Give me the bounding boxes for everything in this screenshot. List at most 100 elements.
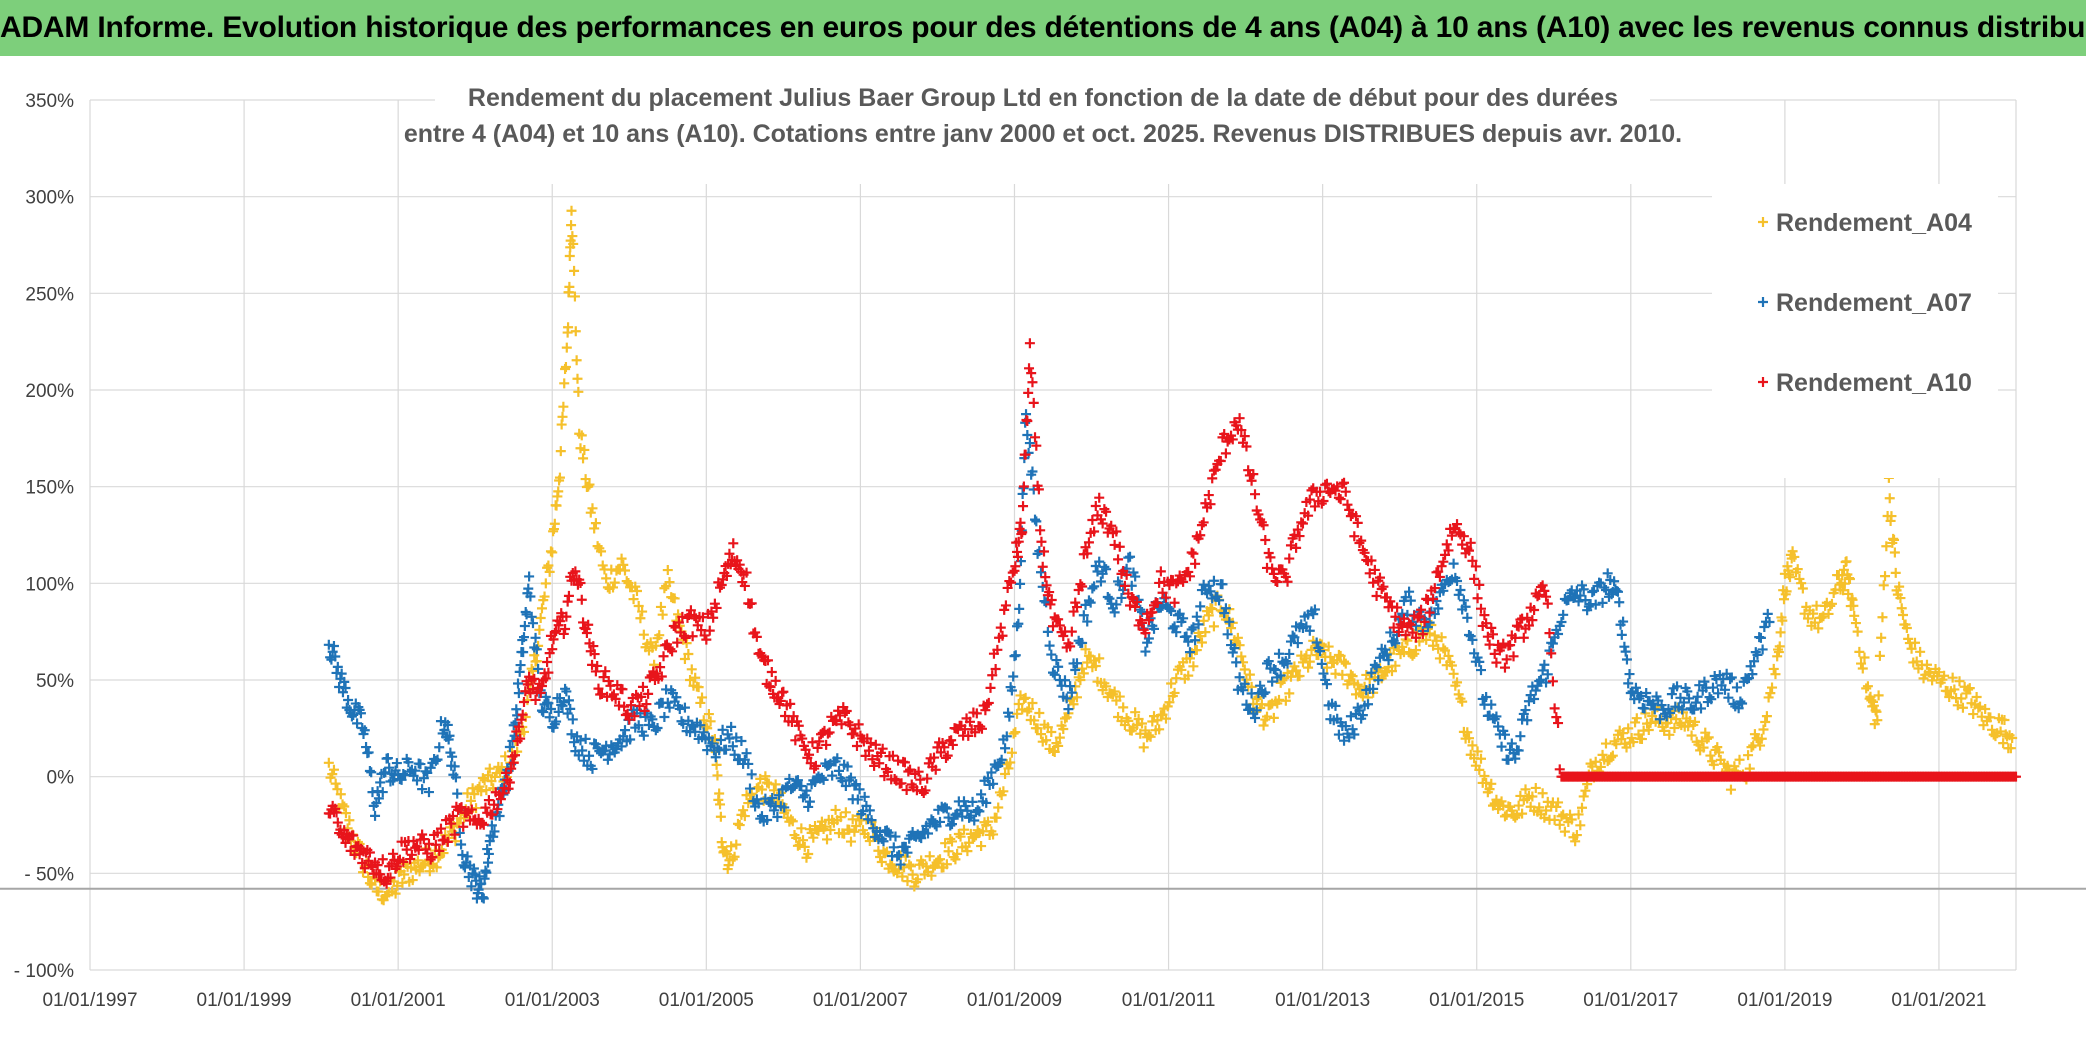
data-point <box>905 861 916 872</box>
data-point <box>1000 768 1011 779</box>
x-tick-label: 01/01/2019 <box>1737 990 1832 1011</box>
data-point <box>1493 721 1504 732</box>
data-point <box>671 692 682 703</box>
data-point <box>707 738 718 749</box>
data-point <box>1770 669 1781 680</box>
data-point <box>798 792 809 803</box>
data-point <box>1529 604 1540 615</box>
data-point <box>1464 545 1475 556</box>
data-point <box>1193 619 1204 630</box>
data-point <box>382 753 393 764</box>
data-point <box>1683 721 1694 732</box>
data-point <box>1039 546 1050 557</box>
data-point <box>551 626 562 637</box>
data-point <box>1405 595 1416 606</box>
data-point <box>1823 608 1834 619</box>
data-point <box>845 772 856 783</box>
y-tick-label: 350% <box>25 91 74 112</box>
data-point <box>729 851 740 862</box>
data-point <box>636 691 647 702</box>
data-point <box>1171 627 1182 638</box>
data-point <box>1486 699 1497 710</box>
data-point <box>1234 672 1245 683</box>
data-point <box>1284 648 1295 659</box>
data-point <box>620 725 630 736</box>
data-point <box>690 726 701 737</box>
data-point <box>1692 691 1703 702</box>
data-point <box>810 760 821 771</box>
data-point <box>770 779 781 790</box>
data-point <box>359 725 370 736</box>
data-point <box>1898 610 1909 621</box>
data-point <box>577 745 588 756</box>
data-point <box>377 787 388 798</box>
x-tick-label: 01/01/2007 <box>813 990 908 1011</box>
data-point <box>1027 377 1038 388</box>
data-point <box>1082 657 1093 668</box>
data-point <box>625 734 636 745</box>
data-point <box>997 630 1008 641</box>
data-point <box>935 816 946 827</box>
series-Rendement_A07 <box>323 409 1775 904</box>
data-point <box>344 815 355 826</box>
data-point <box>708 612 719 623</box>
data-point <box>576 594 587 605</box>
data-point <box>1078 610 1089 621</box>
data-point <box>563 590 574 601</box>
data-point <box>540 691 551 702</box>
data-point <box>1104 593 1115 604</box>
data-point <box>1628 737 1639 748</box>
data-point <box>1137 617 1148 628</box>
data-point <box>1752 649 1763 660</box>
data-point <box>466 804 477 815</box>
data-point <box>1140 646 1151 657</box>
data-point <box>1109 607 1120 618</box>
data-point <box>1707 682 1718 693</box>
data-point <box>796 781 807 792</box>
data-point <box>1695 703 1706 714</box>
data-point <box>736 735 747 746</box>
data-point <box>584 479 595 490</box>
data-point <box>1208 575 1219 586</box>
data-point <box>1971 692 1982 703</box>
data-point <box>1566 814 1577 825</box>
data-point <box>506 763 517 774</box>
data-point <box>696 625 707 636</box>
data-point <box>1309 604 1320 615</box>
data-point <box>1825 600 1836 611</box>
data-point <box>390 888 401 899</box>
data-point <box>1280 695 1291 706</box>
data-point <box>579 444 590 455</box>
data-point <box>1378 581 1389 592</box>
data-point <box>1612 586 1623 597</box>
data-point <box>417 829 428 840</box>
data-point <box>731 732 742 743</box>
data-point <box>1172 610 1183 621</box>
data-point <box>1618 616 1629 627</box>
data-point <box>986 767 997 778</box>
data-point <box>808 832 819 843</box>
data-point <box>1195 530 1206 541</box>
data-point <box>1666 689 1677 700</box>
data-point <box>738 805 749 816</box>
data-point <box>1854 646 1865 657</box>
data-point <box>1431 635 1442 646</box>
data-point <box>1181 631 1192 642</box>
y-tick-label: 100% <box>25 574 74 595</box>
data-point <box>1656 700 1667 711</box>
data-point <box>686 720 697 731</box>
data-point <box>596 546 607 557</box>
data-point <box>1058 723 1069 734</box>
data-point <box>1010 561 1021 572</box>
data-point <box>1015 517 1026 528</box>
data-point <box>885 859 896 870</box>
data-point <box>1852 626 1863 637</box>
data-point <box>1006 577 1017 588</box>
data-point <box>1109 539 1120 550</box>
data-point <box>540 673 551 684</box>
data-point <box>1684 693 1695 704</box>
data-point <box>686 664 697 675</box>
data-point <box>832 753 843 764</box>
data-point <box>1248 469 1259 480</box>
data-point <box>668 620 679 631</box>
